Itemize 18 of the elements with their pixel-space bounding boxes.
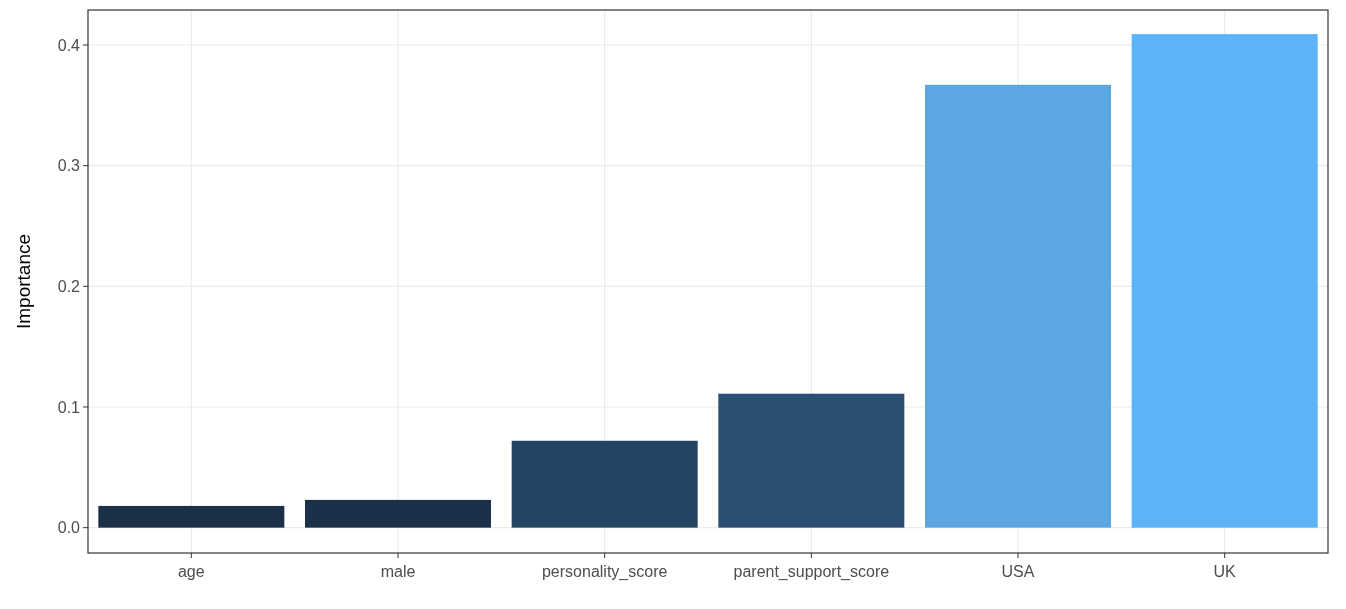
y-tick-label: 0.2 (57, 277, 81, 295)
bar (925, 84, 1111, 528)
x-tick-label: male (380, 563, 416, 580)
y-tick-label: 0.3 (57, 157, 81, 175)
y-axis-title: Importance (13, 233, 34, 330)
x-tick-label: personality_score (541, 563, 668, 581)
bar (718, 393, 905, 528)
bar (98, 505, 285, 528)
x-tick-label: USA (1001, 563, 1035, 580)
x-tick-label: parent_support_score (733, 563, 890, 581)
bar (511, 440, 698, 528)
bar (1131, 34, 1318, 528)
y-tick-label: 0.0 (57, 519, 81, 537)
bar (305, 499, 491, 528)
x-tick-label: age (177, 563, 205, 580)
x-tick-label: UK (1213, 563, 1237, 580)
y-tick-label: 0.1 (57, 398, 81, 416)
y-tick-label: 0.4 (57, 36, 81, 54)
